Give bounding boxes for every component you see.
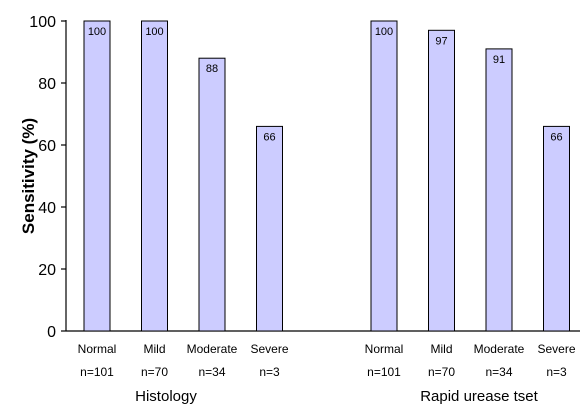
data-label: 100 <box>145 26 163 38</box>
y-tick-label: 40 <box>38 200 56 217</box>
x-category-label: Severe <box>537 342 575 356</box>
bar <box>428 29 455 332</box>
labels: 100 Normal n=101 100 Mild n=70 88 Moderate n=34 6… <box>78 26 576 405</box>
x-category-label: Mild <box>430 342 452 356</box>
y-tick-label: 0 <box>47 324 56 341</box>
x-category-label: Moderate <box>187 342 238 356</box>
bars <box>83 20 570 332</box>
sample-size-label: n=101 <box>80 365 114 379</box>
x-category-label: Severe <box>250 342 288 356</box>
bar <box>83 20 111 332</box>
sample-size-label: n=70 <box>428 365 455 379</box>
sample-size-label: n=101 <box>367 365 401 379</box>
sample-size-label: n=34 <box>485 365 512 379</box>
x-category-label: Normal <box>78 342 117 356</box>
y-tick-label: 60 <box>38 138 56 155</box>
bar <box>198 57 226 332</box>
sample-size-label: n=70 <box>141 365 168 379</box>
data-label: 97 <box>435 35 447 47</box>
x-category-label: Normal <box>365 342 404 356</box>
x-category-label: Mild <box>143 342 165 356</box>
data-label: 91 <box>493 54 505 66</box>
data-label: 66 <box>550 131 562 143</box>
bar <box>256 125 283 332</box>
data-label: 66 <box>263 131 275 143</box>
bar <box>141 20 168 332</box>
bar <box>485 48 513 332</box>
sample-size-label: n=34 <box>198 365 225 379</box>
x-category-label: Moderate <box>474 342 525 356</box>
sample-size-label: n=3 <box>546 365 567 379</box>
y-tick-label: 100 <box>29 14 56 31</box>
y-axis-label: Sensitivity (%) <box>19 118 38 234</box>
group-label: Histology <box>135 388 197 405</box>
y-tick-label: 80 <box>38 76 56 93</box>
data-label: 100 <box>375 26 393 38</box>
sample-size-label: n=3 <box>259 365 280 379</box>
y-tick-label: 20 <box>38 262 56 279</box>
data-label: 88 <box>206 63 218 75</box>
bar <box>543 125 570 332</box>
group-label: Rapid urease tset <box>420 388 538 405</box>
bar <box>370 20 398 332</box>
data-label: 100 <box>88 26 106 38</box>
